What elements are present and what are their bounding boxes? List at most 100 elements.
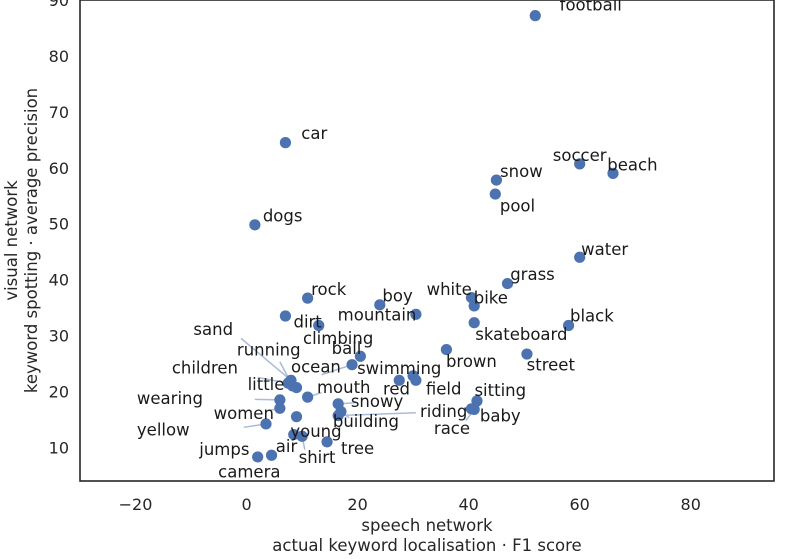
leader-line <box>338 412 416 417</box>
data-point <box>274 394 286 406</box>
y-tick-label: 50 <box>49 215 69 234</box>
data-point <box>490 174 502 186</box>
point-label: brown <box>446 352 497 371</box>
data-point <box>574 158 586 170</box>
data-point <box>288 428 300 441</box>
point-label: children <box>172 358 238 377</box>
point-label: red <box>383 380 410 399</box>
point-label: grass <box>510 265 555 284</box>
y-tick-label: 30 <box>49 327 69 346</box>
point-label: air <box>276 437 298 456</box>
data-point <box>440 343 453 356</box>
point-label: mountain <box>338 305 417 324</box>
data-point <box>260 418 272 430</box>
y-tick-label: 60 <box>49 159 69 178</box>
point-label: bike <box>474 289 508 308</box>
point-label: little <box>248 375 285 394</box>
point-label: ball <box>332 339 362 358</box>
point-label: white <box>427 280 472 299</box>
data-point <box>296 430 308 442</box>
point-label: yellow <box>137 421 190 440</box>
point-label: baby <box>480 407 521 426</box>
y-axis-label-line1: visual network <box>2 180 21 301</box>
point-label: skateboard <box>475 325 567 344</box>
point-label: water <box>581 240 628 259</box>
x-tick-label: 40 <box>458 495 478 514</box>
data-point <box>574 251 586 263</box>
point-label: car <box>301 124 327 143</box>
data-point <box>410 374 422 386</box>
data-point <box>274 402 286 414</box>
data-point <box>282 377 294 389</box>
point-label: street <box>527 356 576 375</box>
plot-frame <box>79 0 775 482</box>
data-point <box>279 137 292 149</box>
y-tick-label: 10 <box>49 438 69 457</box>
y-tick-label: 70 <box>49 103 69 122</box>
data-point <box>290 411 303 423</box>
point-label: sand <box>193 320 233 339</box>
y-tick-label: 40 <box>49 271 69 290</box>
point-label: beach <box>607 155 657 174</box>
data-point <box>607 167 619 179</box>
x-axis-label-line2: actual keyword localisation · F1 score <box>272 536 581 555</box>
data-point <box>468 317 480 329</box>
leader-line <box>240 337 292 381</box>
x-tick-label: 60 <box>570 495 590 514</box>
data-point <box>313 319 325 332</box>
data-point <box>489 188 501 200</box>
data-point <box>562 319 575 332</box>
data-point <box>468 403 480 416</box>
x-axis-ticks: −20 0 20 40 60 80 <box>119 495 701 514</box>
point-label: dogs <box>263 206 303 225</box>
data-point <box>265 449 278 461</box>
point-label: camera <box>218 462 280 481</box>
y-tick-label: 90 <box>49 0 69 10</box>
point-label: black <box>570 306 614 325</box>
point-label: climbing <box>303 329 373 348</box>
x-tick-label: 80 <box>681 495 701 514</box>
point-label: rock <box>311 280 347 299</box>
data-point <box>249 219 261 231</box>
data-point <box>374 299 386 311</box>
data-point <box>290 381 303 394</box>
point-label: running <box>237 341 301 360</box>
data-point <box>346 359 358 371</box>
data-point <box>252 451 264 463</box>
data-point <box>321 436 333 448</box>
data-point <box>410 308 422 320</box>
point-label: dirt <box>293 313 322 332</box>
x-tick-label: 20 <box>347 495 367 514</box>
data-point <box>279 310 292 322</box>
x-tick-label: −20 <box>119 495 153 514</box>
point-label: field <box>426 380 462 399</box>
point-label: tree <box>341 439 374 458</box>
data-point <box>393 374 405 386</box>
point-label: football <box>560 0 622 14</box>
point-label: mouth <box>317 378 371 397</box>
data-point <box>354 350 366 362</box>
data-point <box>302 391 314 403</box>
point-label: soccer <box>553 146 607 165</box>
data-point <box>335 406 347 418</box>
data-point <box>521 348 533 360</box>
y-tick-label: 20 <box>49 383 69 402</box>
data-point <box>468 300 480 312</box>
data-point <box>302 292 314 304</box>
point-label: pool <box>500 196 535 215</box>
point-label: jumps <box>198 440 249 459</box>
point-label: swimming <box>357 359 441 378</box>
point-label: snowy <box>351 392 404 411</box>
y-axis-ticks: 10 20 30 40 50 60 70 80 90 <box>49 0 69 457</box>
point-label: race <box>434 419 470 438</box>
data-point <box>501 277 514 290</box>
point-label: women <box>214 404 274 423</box>
point-label: shirt <box>299 448 336 467</box>
y-tick-label: 80 <box>49 47 69 66</box>
point-label: young <box>290 422 341 441</box>
point-label: riding <box>420 402 467 421</box>
point-label: snow <box>500 162 543 181</box>
data-points <box>249 10 619 463</box>
